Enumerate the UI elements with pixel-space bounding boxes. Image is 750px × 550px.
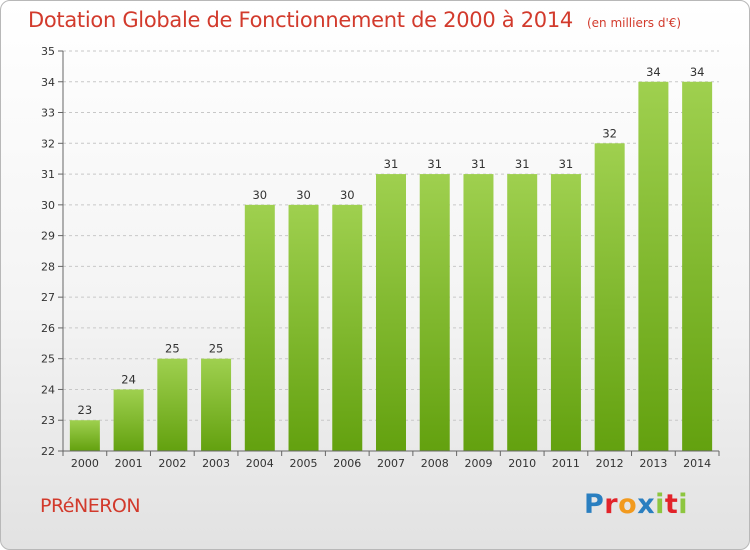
- data-label-2013: 34: [646, 65, 661, 79]
- bar-2010: [507, 174, 538, 452]
- x-tick-label: 2010: [508, 457, 536, 470]
- logo-letter: r: [604, 489, 619, 520]
- bar-2009: [463, 174, 494, 452]
- x-tick-label: 2001: [115, 457, 143, 470]
- x-tick-label: 2000: [71, 457, 99, 470]
- bar-2006: [332, 204, 363, 451]
- chart-title-text: Dotation Globale de Fonctionnement de 20…: [28, 8, 573, 32]
- y-tick-label: 26: [41, 322, 55, 335]
- x-tick-label: 2005: [290, 457, 318, 470]
- proxiti-logo[interactable]: Proxiti: [584, 489, 688, 520]
- commune-name: PRéNERON: [40, 495, 141, 517]
- bar-2000: [69, 420, 100, 451]
- logo-letter: P: [584, 489, 605, 520]
- bar-2008: [419, 174, 450, 452]
- x-tick-label: 2007: [377, 457, 405, 470]
- y-tick-label: 31: [41, 168, 55, 181]
- x-tick-label: 2013: [639, 457, 667, 470]
- bar-2004: [244, 204, 275, 451]
- y-tick-label: 33: [41, 107, 55, 120]
- logo-letter: x: [637, 489, 656, 520]
- data-label-2003: 25: [209, 342, 224, 356]
- x-tick-label: 2006: [333, 457, 361, 470]
- y-tick-label: 34: [41, 76, 55, 89]
- y-tick-label: 30: [41, 199, 55, 212]
- bar-2012: [594, 143, 625, 452]
- chart-title: Dotation Globale de Fonctionnement de 20…: [28, 8, 681, 32]
- y-tick-label: 27: [41, 291, 55, 304]
- data-label-2005: 30: [296, 188, 311, 202]
- y-tick-label: 22: [41, 445, 55, 458]
- data-label-2000: 23: [78, 403, 93, 417]
- x-tick-label: 2008: [421, 457, 449, 470]
- x-tick-label: 2002: [158, 457, 186, 470]
- x-tick-label: 2009: [464, 457, 492, 470]
- bars: 23 24 25 25 30 30 30 31 31 31 31 31 32 34 34: [69, 65, 713, 452]
- x-tick-label: 2011: [552, 457, 580, 470]
- data-label-2002: 25: [165, 342, 180, 356]
- data-label-2010: 31: [515, 157, 530, 171]
- logo-letter: i: [678, 489, 689, 520]
- x-tick-label: 2014: [683, 457, 711, 470]
- chart-subtitle: (en milliers d'€): [586, 16, 682, 30]
- y-tick-label: 25: [41, 353, 55, 366]
- y-axis: 22 23 24 25 26 27 28 29 30 31 32 33 34 35: [41, 45, 64, 458]
- bar-2011: [550, 174, 581, 452]
- data-label-2006: 30: [340, 188, 355, 202]
- bar-2007: [376, 174, 406, 452]
- bar-2002: [157, 358, 188, 451]
- logo-letter: i: [655, 489, 665, 520]
- data-label-2001: 24: [121, 372, 136, 386]
- bar-2005: [288, 204, 319, 451]
- bar-2013: [638, 81, 669, 452]
- x-tick-label: 2004: [246, 457, 274, 470]
- logo-letter: t: [664, 489, 679, 520]
- y-tick-label: 24: [41, 383, 55, 396]
- bar-2001: [113, 389, 144, 451]
- bar-2014: [682, 81, 713, 452]
- y-tick-label: 28: [41, 260, 55, 273]
- x-tick-label: 2012: [596, 457, 624, 470]
- data-label-2008: 31: [427, 157, 442, 171]
- logo-letter: o: [618, 489, 638, 520]
- bar-2003: [201, 358, 232, 451]
- data-label-2009: 31: [471, 157, 486, 171]
- y-tick-label: 35: [41, 45, 55, 58]
- data-label-2011: 31: [559, 157, 574, 171]
- y-tick-label: 23: [41, 414, 55, 427]
- data-label-2007: 31: [384, 157, 399, 171]
- y-tick-label: 32: [41, 137, 55, 150]
- data-label-2004: 30: [252, 188, 267, 202]
- data-label-2012: 32: [602, 126, 617, 140]
- x-tick-label: 2003: [202, 457, 230, 470]
- data-label-2014: 34: [690, 65, 705, 79]
- x-axis: 2000 2001 2002 2003 2004 2005 2006 2007 2008 2009…: [62, 450, 720, 470]
- y-tick-label: 29: [41, 230, 55, 243]
